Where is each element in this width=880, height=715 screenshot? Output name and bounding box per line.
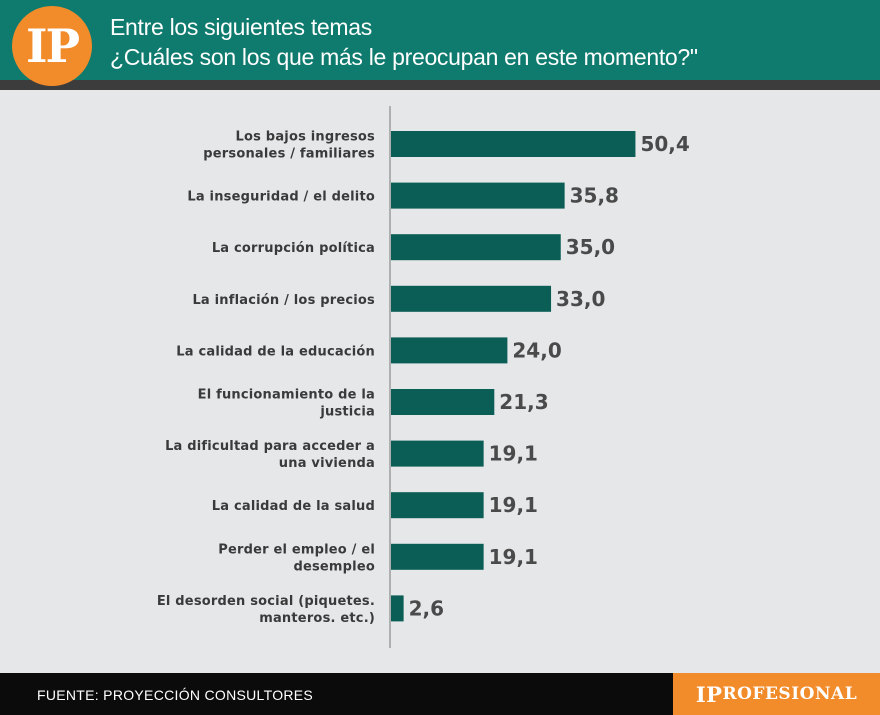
bar-10 <box>391 595 404 622</box>
bar-8 <box>391 492 484 519</box>
bar-7 <box>391 440 484 467</box>
category-label-7: La dificultad para acceder a una vivienda <box>165 439 375 471</box>
category-label-10: El desorden social (piquetes. manteros. e… <box>157 594 375 626</box>
value-label-7: 19,1 <box>489 442 538 466</box>
value-label-8: 19,1 <box>489 493 538 517</box>
footer-bar: FUENTE: PROYECCIÓN CONSULTORES IP ROFESIO… <box>0 673 880 715</box>
value-label-6: 21,3 <box>499 390 548 414</box>
category-label-5: La calidad de la educación <box>176 344 375 359</box>
category-label-6: El funcionamiento de la justicia <box>198 388 375 420</box>
header-bar <box>0 0 880 80</box>
brand-logo: IP ROFESIONAL <box>673 673 880 715</box>
bar-5 <box>391 337 508 364</box>
title-line-2: ¿Cuáles son los que más le preocupan en … <box>110 44 698 70</box>
bar-3 <box>391 234 561 261</box>
ip-logo: IP <box>12 6 92 86</box>
category-label-8: La calidad de la salud <box>212 499 375 514</box>
title-line-1: Entre los siguientes temas <box>110 14 372 40</box>
category-label-1: Los bajos ingresos personales / familiare… <box>203 130 375 162</box>
category-label-3: La corrupción política <box>212 241 375 256</box>
bar-2 <box>391 182 565 209</box>
header-divider <box>0 80 880 90</box>
category-label-4: La inflación / los precios <box>192 293 375 308</box>
value-label-5: 24,0 <box>512 338 561 362</box>
chart-title: Entre los siguientes temas ¿Cuáles son l… <box>110 12 698 72</box>
bar-6 <box>391 389 495 415</box>
value-label-3: 35,0 <box>566 235 615 259</box>
value-label-10: 2,6 <box>409 596 444 620</box>
category-label-2: La inseguridad / el delito <box>187 190 375 205</box>
value-label-2: 35,8 <box>570 184 619 208</box>
brand-name: ROFESIONAL <box>722 684 858 704</box>
bar-chart: 50,4 Los bajos ingresos personales / famil… <box>157 106 690 648</box>
source-text: FUENTE: PROYECCIÓN CONSULTORES <box>37 687 314 703</box>
value-label-1: 50,4 <box>640 132 689 156</box>
category-label-9: Perder el empleo / el desempleo <box>218 542 375 574</box>
bar-1 <box>391 131 636 157</box>
value-label-4: 33,0 <box>556 287 605 311</box>
chart-area: 50,4 Los bajos ingresos personales / famil… <box>0 90 880 673</box>
value-label-9: 19,1 <box>489 545 538 569</box>
bar-4 <box>391 285 552 312</box>
bar-9 <box>391 543 484 570</box>
brand-initials: IP <box>695 681 723 707</box>
